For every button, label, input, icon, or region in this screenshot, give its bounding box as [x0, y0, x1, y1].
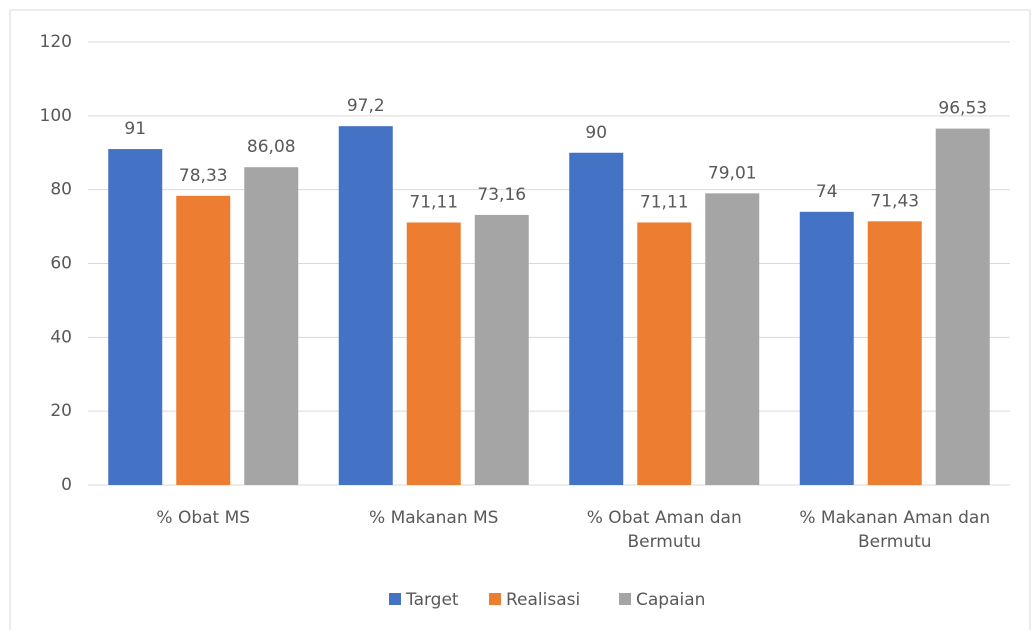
legend-swatch — [619, 593, 631, 605]
bar — [108, 149, 163, 485]
bar — [705, 193, 760, 485]
data-label: 96,53 — [938, 99, 987, 119]
bar — [176, 195, 231, 485]
y-tick-label: 100 — [40, 106, 72, 126]
x-tick-label: % Obat Aman dan Bermutu — [586, 508, 742, 552]
y-tick-label: 40 — [50, 327, 72, 347]
y-tick-label: 0 — [61, 475, 72, 495]
data-label: 73,16 — [477, 185, 526, 205]
y-tick-label: 80 — [50, 180, 72, 200]
data-label: 71,11 — [409, 192, 458, 212]
y-tick-label: 20 — [50, 401, 72, 421]
legend-label: Target — [405, 590, 459, 610]
data-label: 97,2 — [347, 96, 385, 116]
y-tick-label: 120 — [40, 32, 72, 52]
legend-label: Realisasi — [506, 590, 580, 610]
data-label: 90 — [585, 123, 607, 143]
data-label: 79,01 — [708, 163, 757, 183]
bar — [338, 126, 393, 486]
bar — [799, 211, 854, 486]
x-tick-label: % Makanan Aman dan Bermutu — [799, 508, 991, 552]
bar — [406, 222, 461, 485]
x-tick-label: % Obat MS — [156, 508, 251, 528]
data-label: 71,11 — [640, 192, 689, 212]
data-label: 78,33 — [179, 166, 228, 186]
x-tick-label: % Makanan MS — [369, 508, 499, 528]
legend-swatch — [489, 593, 501, 605]
data-label: 86,08 — [247, 137, 296, 157]
bar — [474, 214, 529, 485]
y-tick-label: 60 — [50, 254, 72, 274]
data-label: 91 — [124, 119, 146, 139]
bar — [935, 128, 990, 485]
legend-swatch — [389, 593, 401, 605]
bar — [867, 221, 922, 485]
data-label: 71,43 — [870, 191, 919, 211]
bar — [244, 167, 299, 486]
bar — [637, 222, 692, 485]
bar — [569, 152, 624, 485]
legend-label: Capaian — [636, 590, 705, 610]
data-label: 74 — [816, 182, 838, 202]
